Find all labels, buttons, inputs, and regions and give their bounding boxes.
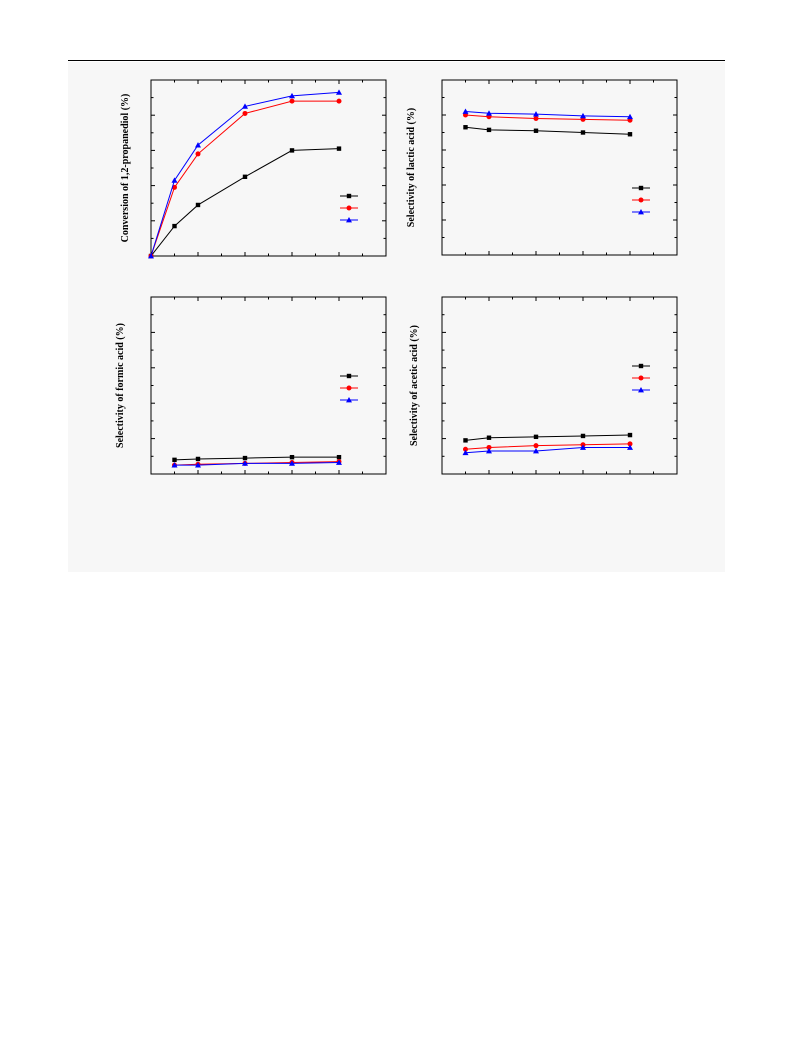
plot-frame xyxy=(441,79,678,256)
data-point xyxy=(242,455,248,461)
data-point xyxy=(463,438,468,443)
chart-panel-1: Conversion of 1,2-propanediol (%) xyxy=(120,79,387,259)
data-point xyxy=(462,108,469,114)
data-point xyxy=(242,103,248,109)
legend-marker-3 xyxy=(346,397,352,403)
data-point xyxy=(289,98,295,104)
data-point xyxy=(462,449,469,456)
legend-marker-2 xyxy=(638,375,644,381)
data-point xyxy=(195,462,201,468)
y-axis-label: Conversion of 1,2-propanediol (%) xyxy=(120,94,131,243)
data-point xyxy=(533,111,539,117)
data-point xyxy=(580,112,586,119)
data-point xyxy=(336,89,342,95)
plot-frame xyxy=(150,296,387,475)
data-point xyxy=(336,454,342,460)
legend-marker-3 xyxy=(638,387,644,393)
legend-marker-1 xyxy=(346,193,352,199)
data-point xyxy=(195,142,201,148)
data-point xyxy=(463,446,468,452)
legend-marker-1 xyxy=(638,363,644,369)
data-point xyxy=(533,116,539,121)
legend-marker-1 xyxy=(638,185,644,191)
data-point xyxy=(627,113,633,120)
legend-marker-3 xyxy=(638,209,644,215)
chart-panel-3: Selectivity of formic acid (%) xyxy=(115,296,387,475)
y-axis-label: Selectivity of formic acid (%) xyxy=(115,323,126,448)
data-point xyxy=(486,127,492,133)
data-point xyxy=(195,456,201,462)
data-point xyxy=(463,125,468,130)
data-point xyxy=(171,177,178,183)
data-point xyxy=(172,457,177,463)
data-point xyxy=(289,92,295,99)
data-point xyxy=(172,223,177,229)
series-line-1 xyxy=(150,148,340,257)
data-point xyxy=(172,184,177,190)
figure-region xyxy=(68,62,725,572)
series-line-2 xyxy=(150,100,339,257)
data-point xyxy=(533,128,539,133)
data-point xyxy=(242,174,248,179)
data-point xyxy=(242,460,248,466)
data-point xyxy=(627,132,633,137)
data-point xyxy=(627,441,633,447)
data-point xyxy=(336,98,342,104)
chart-panel-2: Selectivity of lactic acid (%) xyxy=(406,79,678,256)
data-point xyxy=(289,148,295,153)
page-header-rule xyxy=(68,60,725,62)
data-point xyxy=(486,110,492,116)
data-point xyxy=(580,130,586,135)
data-point xyxy=(627,432,633,438)
y-axis-label: Selectivity of lactic acid (%) xyxy=(406,108,417,227)
legend-marker-1 xyxy=(346,373,352,379)
legend-marker-2 xyxy=(346,385,352,391)
legend-marker-3 xyxy=(346,217,352,223)
data-point xyxy=(195,202,201,208)
data-point xyxy=(533,434,539,440)
legend-marker-2 xyxy=(346,205,352,211)
data-point xyxy=(486,435,492,440)
legend-marker-2 xyxy=(638,197,644,203)
y-axis-label: Selectivity of acetic acid (%) xyxy=(409,325,420,446)
data-point xyxy=(580,433,586,439)
data-point xyxy=(289,460,295,466)
data-point xyxy=(336,459,342,465)
chart-panel-4: Selectivity of acetic acid (%) xyxy=(409,296,678,475)
data-point xyxy=(486,444,492,450)
data-point xyxy=(533,443,539,449)
data-point xyxy=(171,462,178,468)
series-line-3 xyxy=(150,91,340,257)
plot-frame xyxy=(150,79,387,257)
data-point xyxy=(289,454,295,460)
data-point xyxy=(580,444,586,450)
data-point xyxy=(336,146,342,151)
data-point xyxy=(533,447,539,454)
data-point xyxy=(486,447,492,454)
data-point xyxy=(195,151,201,157)
data-point xyxy=(627,444,633,450)
data-point xyxy=(148,253,154,259)
plot-frame xyxy=(441,296,678,475)
data-point xyxy=(242,110,248,116)
